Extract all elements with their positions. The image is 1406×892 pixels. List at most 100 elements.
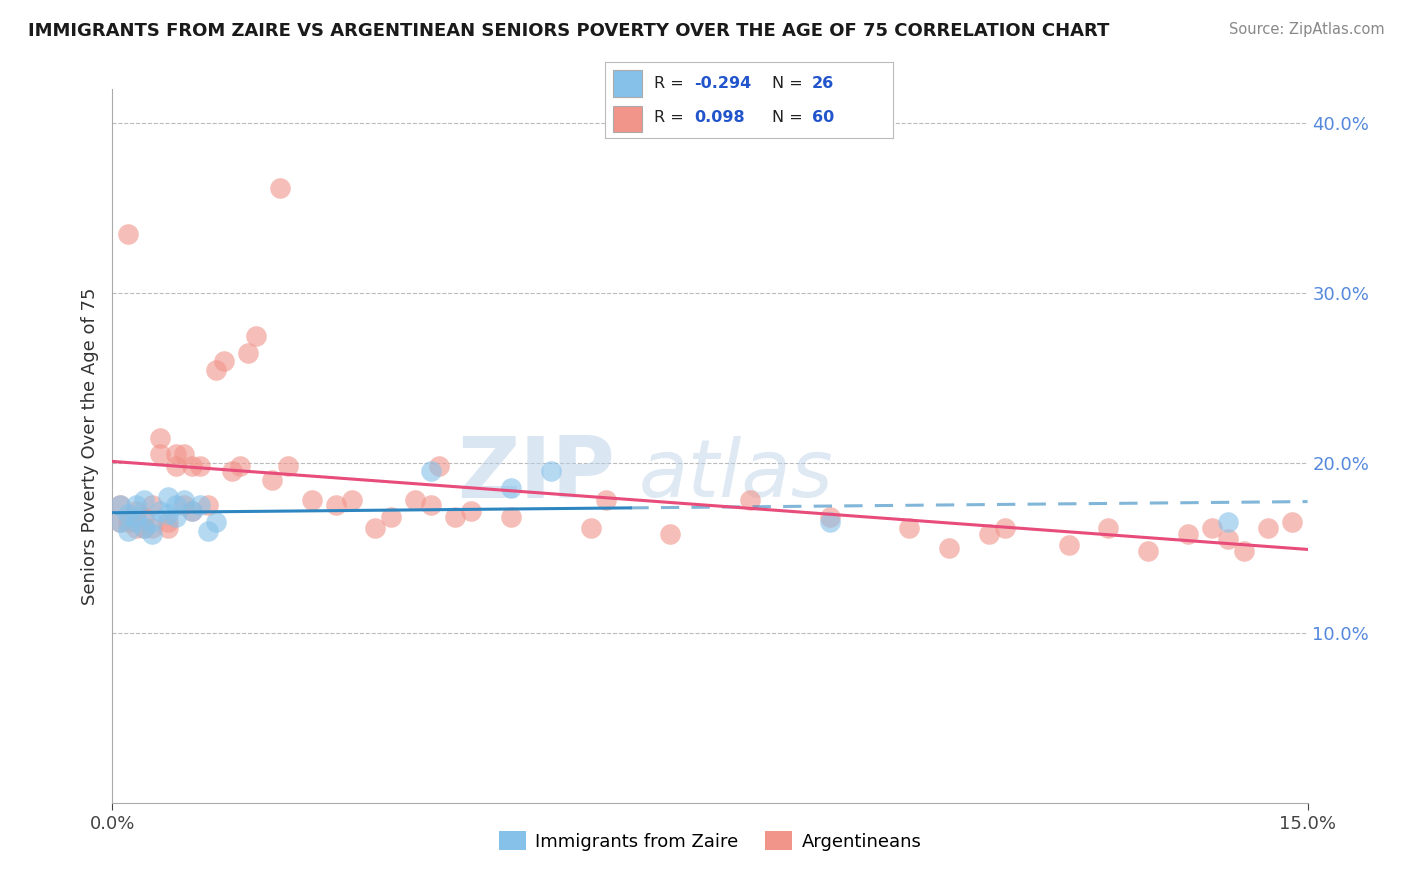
Point — [149, 448, 172, 462]
Text: R =: R = — [654, 111, 689, 125]
Point — [149, 503, 172, 517]
Point — [1201, 520, 1223, 534]
Point — [994, 520, 1017, 534]
Point — [125, 520, 148, 534]
Text: 0.098: 0.098 — [695, 111, 745, 125]
Point — [110, 499, 132, 513]
Point — [444, 510, 467, 524]
FancyBboxPatch shape — [613, 105, 643, 132]
Point — [977, 527, 1000, 541]
Point — [141, 520, 163, 534]
Point — [197, 524, 219, 538]
Point — [499, 510, 522, 524]
Point — [157, 516, 180, 530]
Point — [165, 448, 187, 462]
Point — [125, 503, 148, 517]
Point — [460, 503, 482, 517]
Point — [134, 493, 156, 508]
Point — [818, 510, 841, 524]
Point — [938, 541, 960, 555]
Point — [364, 520, 387, 534]
Point — [579, 520, 602, 534]
Point — [110, 499, 132, 513]
Point — [659, 527, 682, 541]
Point — [110, 516, 132, 530]
Point — [173, 493, 195, 508]
Point — [221, 465, 243, 479]
Point — [165, 459, 187, 474]
Point — [141, 516, 163, 530]
Point — [141, 499, 163, 513]
Point — [340, 493, 363, 508]
Point — [181, 503, 204, 517]
Point — [110, 516, 132, 530]
Point — [818, 516, 841, 530]
Point — [205, 516, 228, 530]
Point — [540, 465, 562, 479]
Text: IMMIGRANTS FROM ZAIRE VS ARGENTINEAN SENIORS POVERTY OVER THE AGE OF 75 CORRELAT: IMMIGRANTS FROM ZAIRE VS ARGENTINEAN SEN… — [28, 22, 1109, 40]
Point — [738, 493, 761, 508]
Point — [134, 510, 156, 524]
Point — [277, 459, 299, 474]
Text: ZIP: ZIP — [457, 433, 614, 516]
Point — [499, 482, 522, 496]
Point — [380, 510, 402, 524]
Text: atlas: atlas — [638, 435, 834, 514]
Point — [420, 465, 443, 479]
Point — [165, 499, 187, 513]
Text: Source: ZipAtlas.com: Source: ZipAtlas.com — [1229, 22, 1385, 37]
Point — [188, 459, 211, 474]
Text: 60: 60 — [813, 111, 834, 125]
Point — [149, 430, 172, 444]
Text: 26: 26 — [813, 76, 834, 91]
Point — [427, 459, 450, 474]
Point — [1057, 537, 1080, 551]
Point — [229, 459, 252, 474]
Point — [595, 493, 617, 508]
Point — [1216, 533, 1239, 547]
Legend: Immigrants from Zaire, Argentineans: Immigrants from Zaire, Argentineans — [492, 824, 928, 858]
Point — [157, 507, 180, 521]
Point — [245, 328, 267, 343]
Point — [141, 527, 163, 541]
Point — [181, 503, 204, 517]
Point — [197, 499, 219, 513]
Point — [260, 473, 283, 487]
Point — [205, 362, 228, 376]
Point — [125, 499, 148, 513]
Point — [1177, 527, 1199, 541]
Point — [212, 354, 235, 368]
Point — [1216, 516, 1239, 530]
Point — [117, 507, 139, 521]
Point — [165, 510, 187, 524]
Point — [404, 493, 426, 508]
Text: R =: R = — [654, 76, 689, 91]
Point — [117, 516, 139, 530]
Point — [117, 227, 139, 241]
Point — [269, 180, 291, 194]
Point — [125, 510, 148, 524]
Point — [134, 520, 156, 534]
Point — [1137, 544, 1160, 558]
Point — [181, 459, 204, 474]
Point — [1257, 520, 1279, 534]
Point — [1233, 544, 1256, 558]
Point — [236, 345, 259, 359]
Text: N =: N = — [772, 111, 807, 125]
Point — [898, 520, 921, 534]
Point — [157, 520, 180, 534]
Text: N =: N = — [772, 76, 807, 91]
Point — [173, 499, 195, 513]
Point — [134, 520, 156, 534]
Point — [125, 516, 148, 530]
FancyBboxPatch shape — [613, 70, 643, 96]
Point — [325, 499, 347, 513]
Point — [420, 499, 443, 513]
Point — [301, 493, 323, 508]
Point — [1281, 516, 1303, 530]
Y-axis label: Seniors Poverty Over the Age of 75: Seniors Poverty Over the Age of 75 — [80, 287, 98, 605]
Text: -0.294: -0.294 — [695, 76, 751, 91]
Point — [188, 499, 211, 513]
Point — [1097, 520, 1119, 534]
Point — [117, 524, 139, 538]
